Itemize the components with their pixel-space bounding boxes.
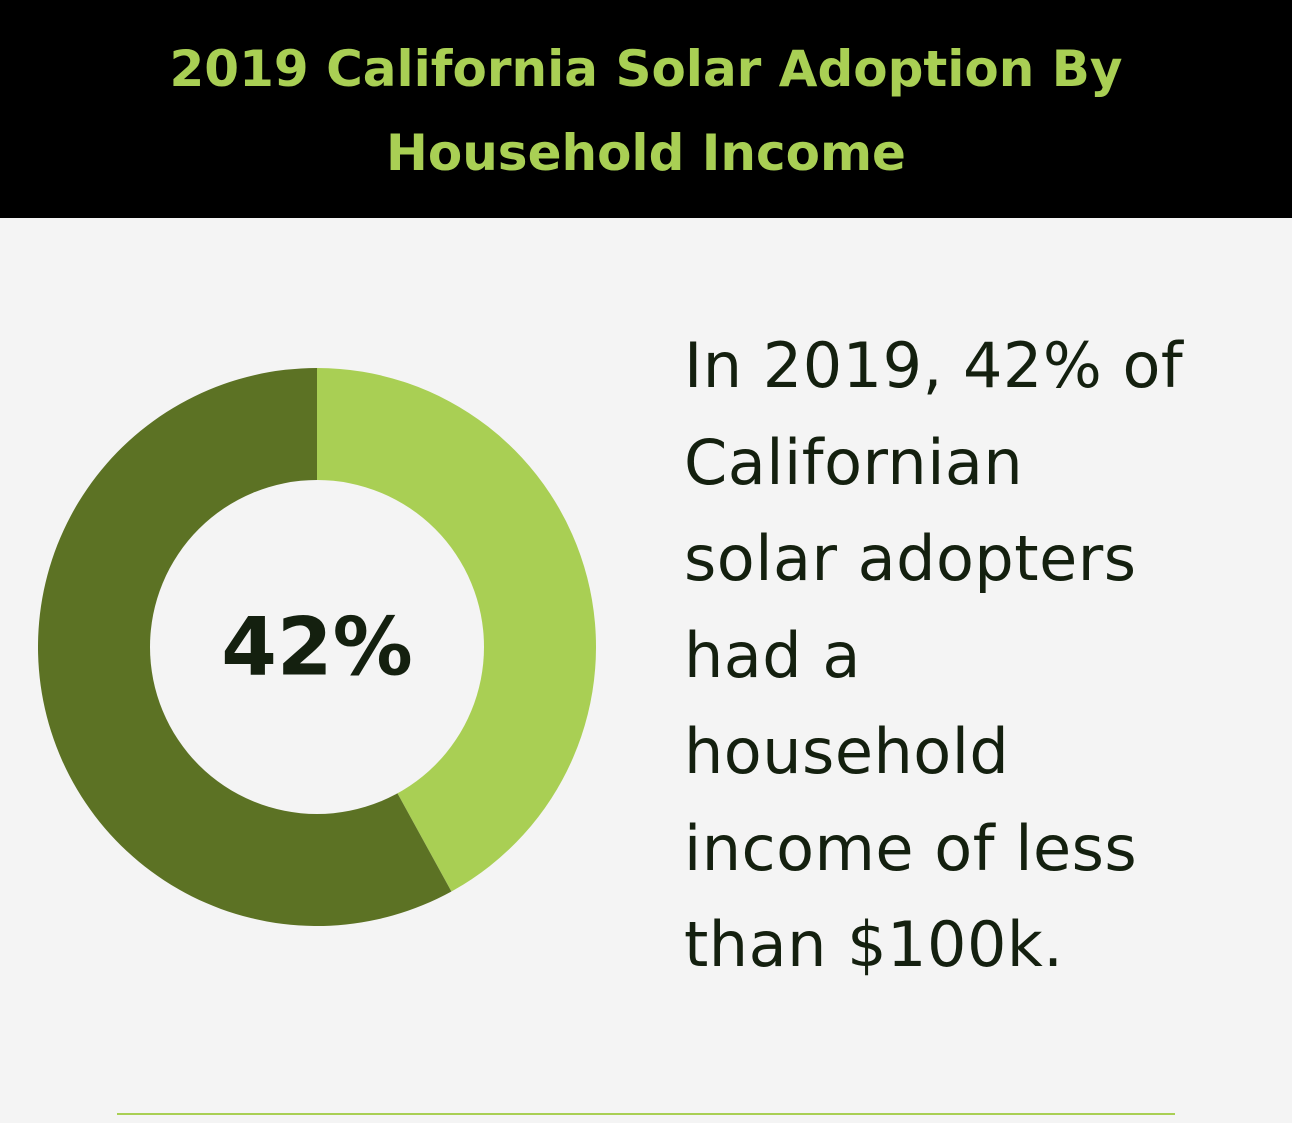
- chart-title: 2019 California Solar Adoption By Househ…: [169, 40, 1123, 182]
- header-banner: 2019 California Solar Adoption By Househ…: [0, 0, 1292, 218]
- caption-line: solar adopters: [684, 522, 1137, 595]
- caption-line: household: [684, 715, 1010, 788]
- caption-line: Californian: [684, 425, 1024, 499]
- caption-line: than $100k.: [684, 908, 1064, 981]
- caption-line: had a: [684, 618, 861, 692]
- caption-line: income of less: [684, 811, 1138, 885]
- caption-text: In 2019, 42% of Californian solar adopte…: [684, 318, 1274, 994]
- center-value-label: 42%: [221, 601, 412, 694]
- bottom-divider: [117, 1113, 1175, 1115]
- caption-line: In 2019, 42% of: [684, 329, 1184, 402]
- donut-svg: 42%: [38, 368, 596, 926]
- donut-hole: [150, 480, 484, 814]
- donut-chart: 42%: [38, 368, 596, 926]
